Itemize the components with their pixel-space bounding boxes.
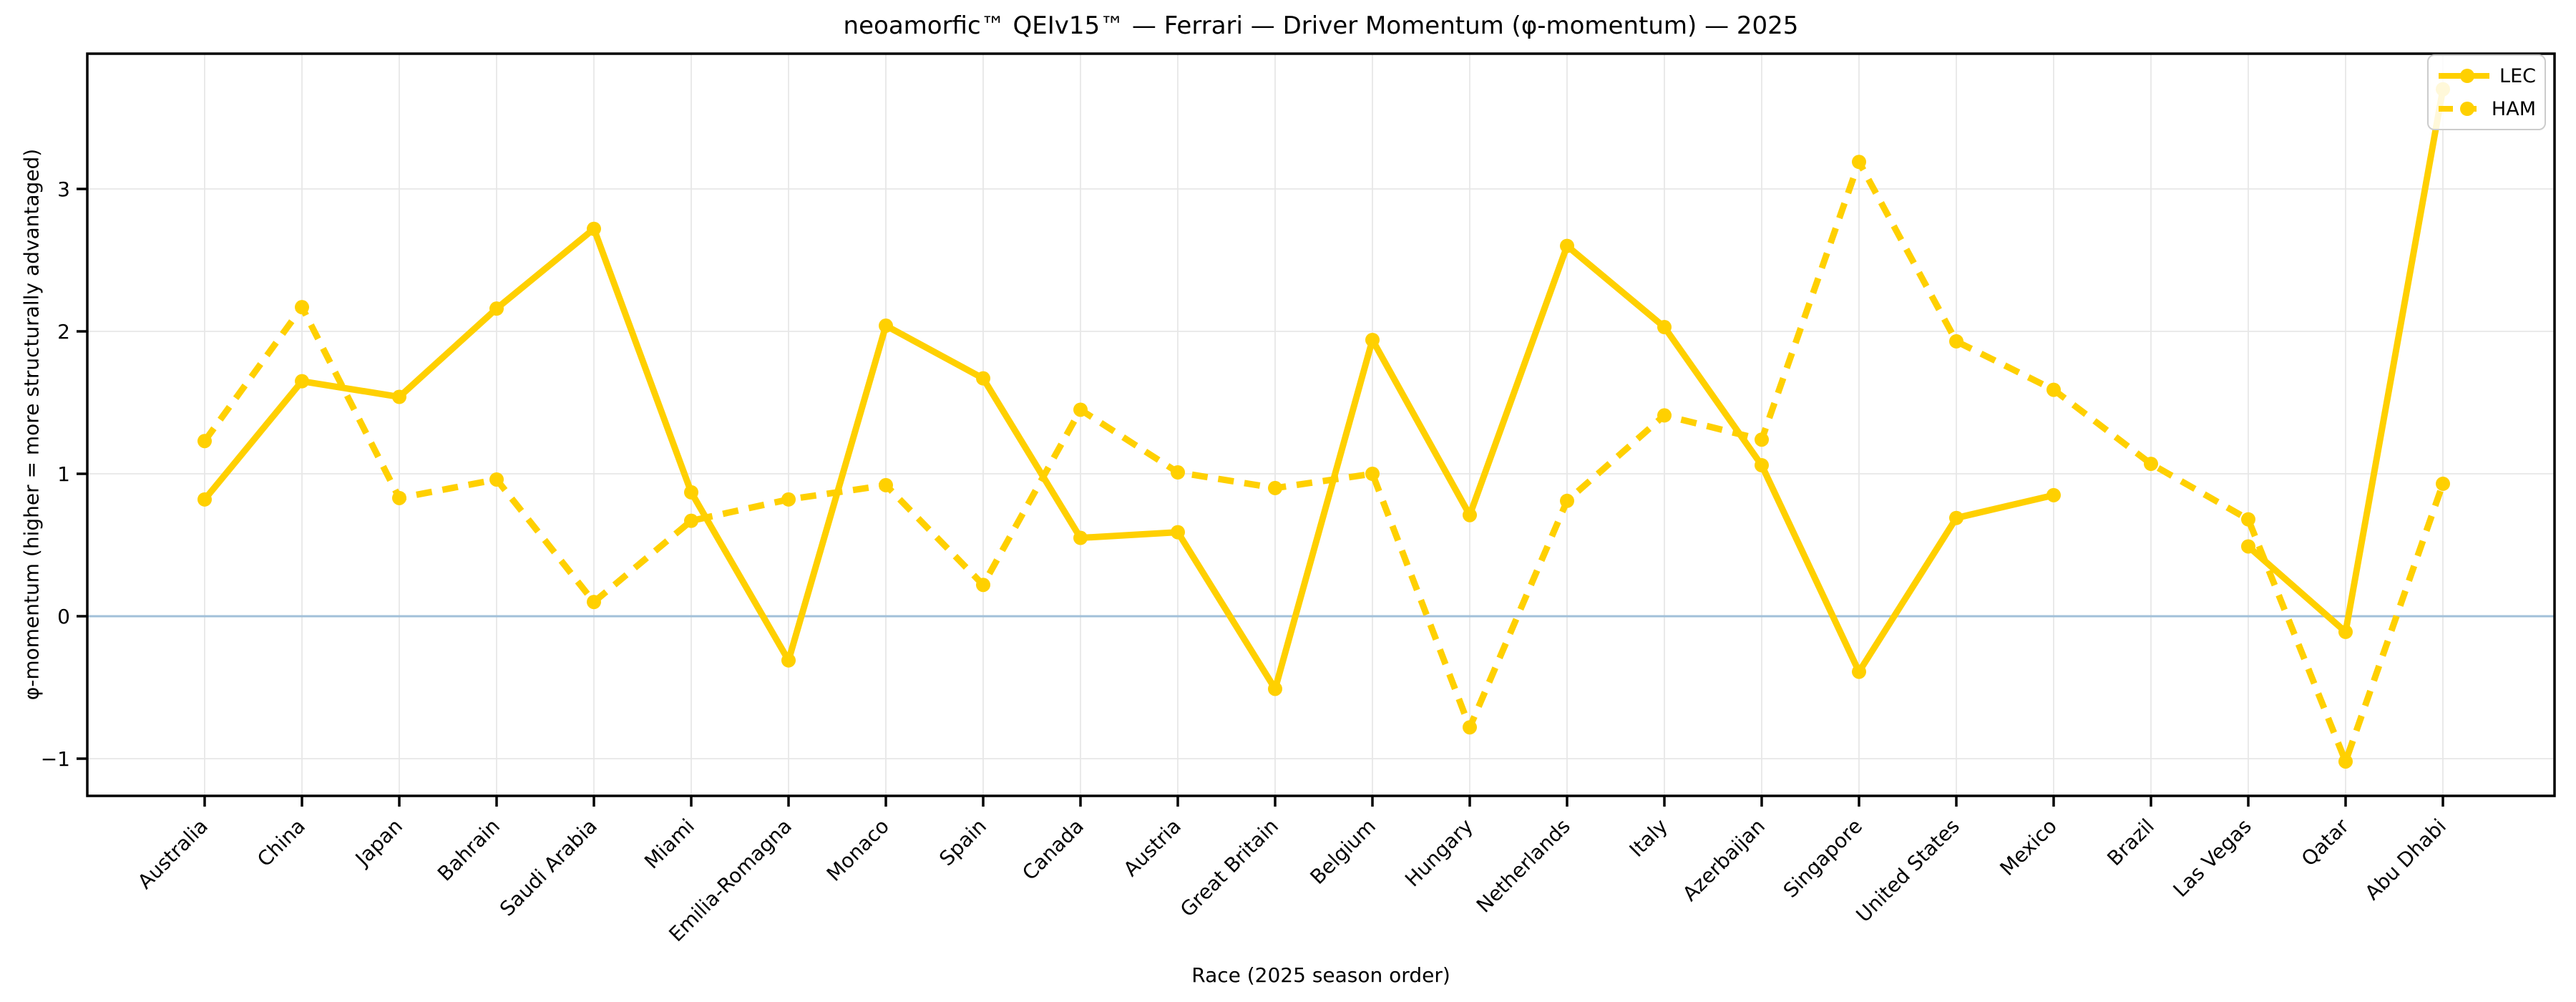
lec-marker <box>1073 530 1088 545</box>
ham-marker <box>2241 512 2255 527</box>
y-axis-title: φ-momentum (higher = more structurally a… <box>19 148 44 701</box>
ham-marker <box>1365 467 1380 481</box>
lec-line <box>202 88 2446 692</box>
x-tick-label: Japan <box>350 814 407 872</box>
x-tick-label: Monaco <box>822 814 894 886</box>
ham-marker <box>2046 382 2061 397</box>
y-tick-label: 3 <box>57 177 70 201</box>
ham-marker <box>684 513 698 528</box>
x-tick-label: Miami <box>640 814 699 874</box>
lec-marker <box>197 492 212 507</box>
lec-marker <box>587 221 601 236</box>
ham-marker <box>1463 720 1477 735</box>
lec-marker <box>1755 458 1769 473</box>
x-tick-label: Abu Dhabi <box>2361 814 2451 905</box>
ham-marker <box>1073 402 1088 417</box>
lec-marker <box>2241 539 2255 554</box>
lec-marker <box>1949 510 1963 525</box>
legend-item-lec: LEC <box>2437 62 2536 90</box>
ham-marker <box>1852 155 1866 170</box>
lec-marker <box>1463 507 1477 522</box>
ham-marker <box>781 492 796 507</box>
legend-label-ham: HAM <box>2491 97 2536 120</box>
lec-marker <box>879 318 893 334</box>
ham-marker <box>1949 334 1963 349</box>
ham-line-sample-icon <box>2439 102 2482 116</box>
x-tick-label: Canada <box>1018 814 1088 885</box>
ham-marker <box>2144 457 2158 472</box>
x-tick-label: Las Vegas <box>2169 814 2256 902</box>
lec-marker <box>2338 624 2353 639</box>
lec-marker <box>489 301 504 316</box>
x-tick-label: Italy <box>1625 814 1672 862</box>
legend: LEC HAM <box>2427 54 2546 130</box>
lec-marker <box>781 653 796 668</box>
ham-marker <box>1268 480 1282 495</box>
x-tick-label: Qatar <box>2297 814 2353 870</box>
lec-marker <box>1657 320 1672 335</box>
lec-marker <box>1171 525 1185 540</box>
x-tick-label: Saudi Arabia <box>495 814 602 921</box>
lec-marker <box>1560 238 1574 253</box>
lec-marker <box>976 371 990 386</box>
lec-marker <box>1365 332 1380 347</box>
lec-marker <box>2046 487 2061 502</box>
ham-marker <box>1171 465 1185 480</box>
lec-line-sample-icon <box>2439 69 2490 83</box>
ham-marker <box>1755 432 1769 447</box>
x-tick-label: Singapore <box>1779 814 1867 903</box>
x-tick-label: Belgium <box>1305 814 1380 890</box>
ham-marker <box>1657 408 1672 423</box>
ham-marker <box>295 300 309 315</box>
lec-marker <box>684 485 698 500</box>
lec-marker <box>1852 664 1866 679</box>
x-tick-label: Austria <box>1119 814 1186 881</box>
ham-marker <box>2436 476 2450 491</box>
chart-title: neoamorfic™ QEIv15™ — Ferrari — Driver M… <box>843 11 1799 40</box>
ham-marker <box>489 472 504 487</box>
legend-label-lec: LEC <box>2499 64 2536 87</box>
ham-marker <box>976 578 990 593</box>
x-tick-label: United States <box>1852 814 1964 927</box>
x-tick-label: Hungary <box>1400 814 1478 892</box>
x-tick-label: Spain <box>935 814 991 871</box>
lec-marker <box>392 389 406 404</box>
ham-marker <box>2338 754 2353 769</box>
x-tick-label: Bahrain <box>433 814 504 886</box>
legend-item-ham: HAM <box>2437 94 2536 123</box>
x-tick-label: Netherlands <box>1472 814 1575 918</box>
y-tick-label: 1 <box>57 462 70 486</box>
y-tick-label: 0 <box>57 605 70 628</box>
x-tick-label: Great Britain <box>1176 814 1283 922</box>
x-axis-title: Race (2025 season order) <box>1191 963 1450 987</box>
lec-marker <box>295 374 309 389</box>
plot-border <box>86 52 2556 797</box>
x-tick-label: Brazil <box>2102 814 2159 871</box>
lec-marker <box>1268 681 1282 696</box>
ham-marker <box>1560 493 1574 508</box>
x-tick-label: Azerbaijan <box>1678 814 1770 906</box>
x-tick-label: Mexico <box>1995 814 2061 880</box>
ham-marker <box>197 434 212 449</box>
ham-marker <box>879 477 893 492</box>
x-tick-label: Australia <box>133 814 213 894</box>
x-tick-label: China <box>253 814 310 872</box>
ham-line <box>202 158 2446 765</box>
ham-marker <box>392 490 406 505</box>
y-tick-label: 2 <box>57 320 70 344</box>
ham-marker <box>587 595 601 610</box>
y-tick-label: −1 <box>41 747 70 771</box>
